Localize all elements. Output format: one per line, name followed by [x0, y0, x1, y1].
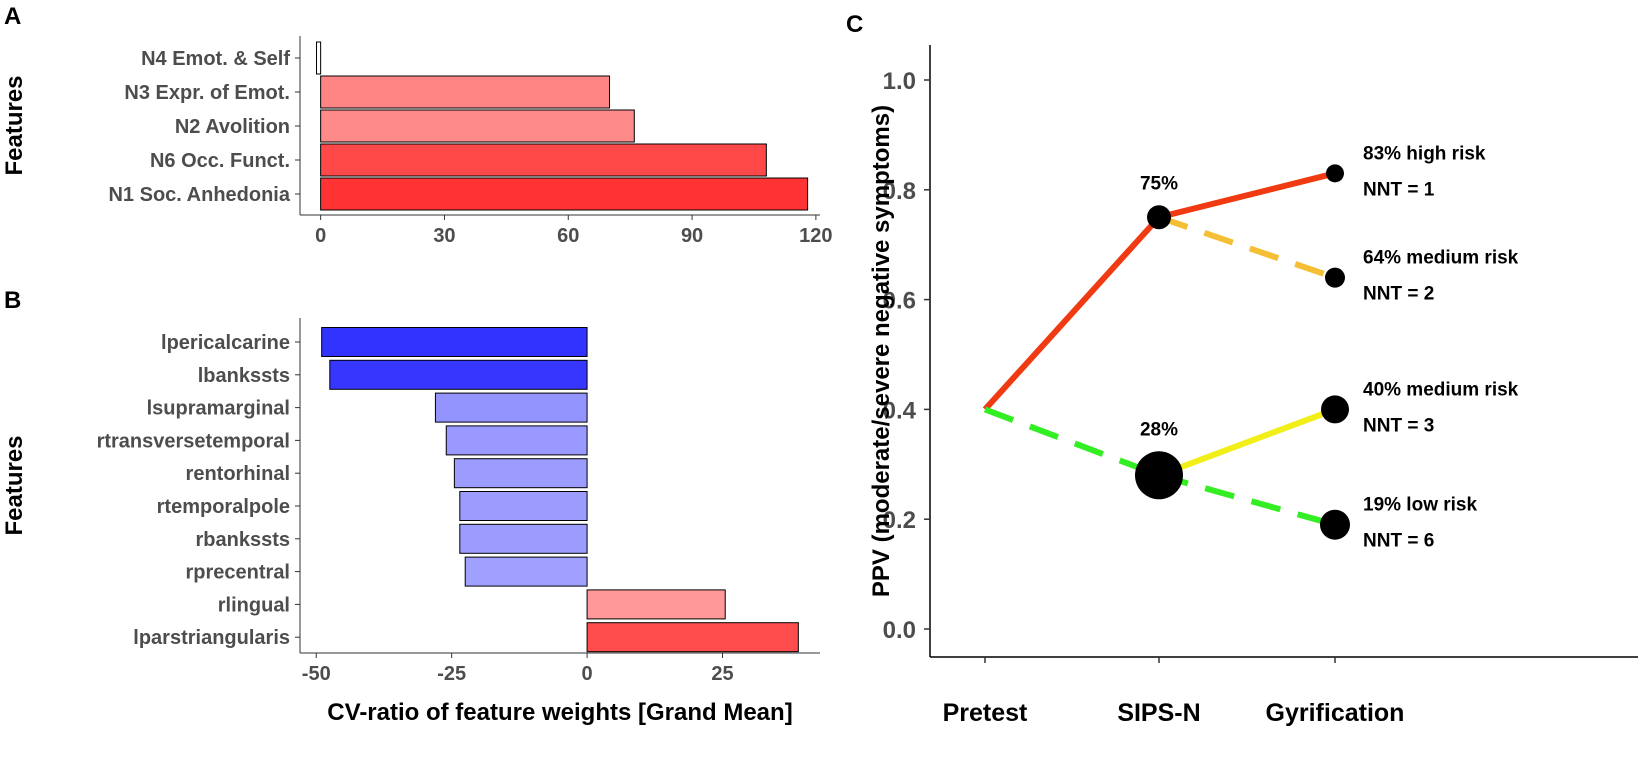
- bar-rtransversetemporal: [445, 425, 588, 456]
- x-tick-label: -50: [302, 663, 331, 685]
- annotation-nnt: NNT = 1: [1363, 179, 1435, 200]
- y-tick-label: 0.6: [883, 288, 916, 315]
- line-low-risk: [1158, 472, 1336, 528]
- annotation-risk: 64% medium risk: [1363, 248, 1519, 269]
- feature-label-lparstriangularis: lparstriangularis: [133, 627, 290, 649]
- line-medium-risk-from-high: [1158, 214, 1336, 281]
- x-tick-label: 0: [582, 663, 593, 685]
- x-tick-label: 90: [681, 225, 703, 247]
- category-label-gyrification: Gyrification: [1266, 699, 1405, 727]
- point-percent-label: 28%: [1140, 419, 1178, 440]
- annotation-nnt: NNT = 3: [1363, 415, 1434, 436]
- category-label-sips-n: SIPS-N: [1117, 699, 1200, 727]
- bar-n4-emot-self: [316, 41, 322, 75]
- feature-label-rentorhinal: rentorhinal: [186, 463, 290, 485]
- feature-label-n1-soc-anhedonia: N1 Soc. Anhedonia: [108, 184, 290, 206]
- x-axis-title: CV-ratio of feature weights [Grand Mean]: [327, 699, 792, 726]
- x-tick-label: 25: [711, 663, 733, 685]
- panel-letter-a: A: [4, 3, 21, 30]
- x-tick-label: 60: [557, 225, 579, 247]
- bar-n3-expr-of-emot: [320, 75, 611, 109]
- bar-rprecentral: [464, 556, 588, 587]
- annotation-nnt: NNT = 2: [1363, 284, 1434, 305]
- panel-letter-c: C: [846, 11, 863, 38]
- category-label-pretest: Pretest: [943, 699, 1028, 727]
- y-tick-label: 0.4: [883, 397, 917, 424]
- bar-n2-avolition: [320, 109, 635, 143]
- x-tick-label: 120: [799, 225, 832, 247]
- line-pretest-to-high: [982, 215, 1162, 412]
- line-high-risk: [1158, 170, 1336, 221]
- y-tick-label: 0.8: [883, 178, 916, 205]
- bar-rlingual: [586, 589, 726, 620]
- point-2-0-64: [1325, 267, 1345, 288]
- feature-label-lbankssts: lbankssts: [198, 365, 290, 387]
- y-axis-title: Features: [1, 435, 28, 535]
- bar-lpericalcarine: [321, 327, 588, 357]
- annotation-risk: 40% medium risk: [1363, 379, 1519, 400]
- point-2-0-83: [1326, 164, 1344, 183]
- feature-label-rtransversetemporal: rtransversetemporal: [97, 430, 290, 452]
- x-tick-label: 30: [433, 225, 455, 247]
- x-tick-label: -25: [437, 663, 466, 685]
- feature-label-rbankssts: rbankssts: [196, 529, 291, 551]
- feature-label-lsupramarginal: lsupramarginal: [147, 398, 290, 420]
- feature-label-rlingual: rlingual: [218, 594, 290, 616]
- point-1-0-75: [1147, 205, 1171, 230]
- panel-letter-b: B: [4, 287, 21, 314]
- bar-n6-occ-funct: [320, 143, 767, 177]
- line-pretest-to-low: [983, 406, 1161, 479]
- bar-rtemporalpole: [459, 491, 588, 521]
- feature-label-n2-avolition: N2 Avolition: [175, 116, 290, 138]
- feature-label-n3-expr-of-emot: N3 Expr. of Emot.: [124, 82, 290, 104]
- feature-label-n6-occ-funct: N6 Occ. Funct.: [150, 150, 290, 172]
- annotation-risk: 19% low risk: [1363, 495, 1477, 516]
- bar-lsupramarginal: [434, 392, 588, 423]
- bar-lparstriangularis: [586, 622, 799, 653]
- x-tick-label: 0: [315, 225, 326, 247]
- point-1-0-28: [1135, 451, 1183, 500]
- y-tick-label: 1.0: [883, 68, 916, 95]
- y-axis-title: Features: [1, 75, 28, 175]
- panel-a: A N4 Emot. & Self N3 Expr. of Emot. N2 Avol…: [1, 3, 833, 247]
- panel-c: C 0.0 0.2 0.4 0.6 0.8 1.0 Pretest SIPS-N Gyrifica…: [846, 11, 1638, 727]
- y-tick-label: 0.0: [883, 617, 916, 644]
- feature-label-lpericalcarine: lpericalcarine: [161, 332, 290, 354]
- point-percent-label: 75%: [1140, 173, 1178, 194]
- point-2-0-19: [1320, 509, 1350, 540]
- annotation-nnt: NNT = 6: [1363, 531, 1434, 552]
- bar-rbankssts: [459, 523, 588, 554]
- feature-label-rprecentral: rprecentral: [186, 562, 291, 584]
- bar-rentorhinal: [453, 458, 588, 489]
- line-medium-risk-from-low: [1157, 406, 1337, 479]
- bar-n1-soc-anhedonia: [320, 177, 809, 211]
- feature-label-rtemporalpole: rtemporalpole: [157, 496, 290, 518]
- bar-lbankssts: [329, 359, 588, 390]
- point-2-0-4: [1321, 395, 1349, 424]
- y-tick-label: 0.2: [883, 507, 916, 534]
- y-axis-title: PPV (moderate/severe negative symptoms): [868, 105, 895, 597]
- annotation-risk: 83% high risk: [1363, 143, 1486, 164]
- feature-label-n4-emot-self: N4 Emot. & Self: [141, 48, 290, 70]
